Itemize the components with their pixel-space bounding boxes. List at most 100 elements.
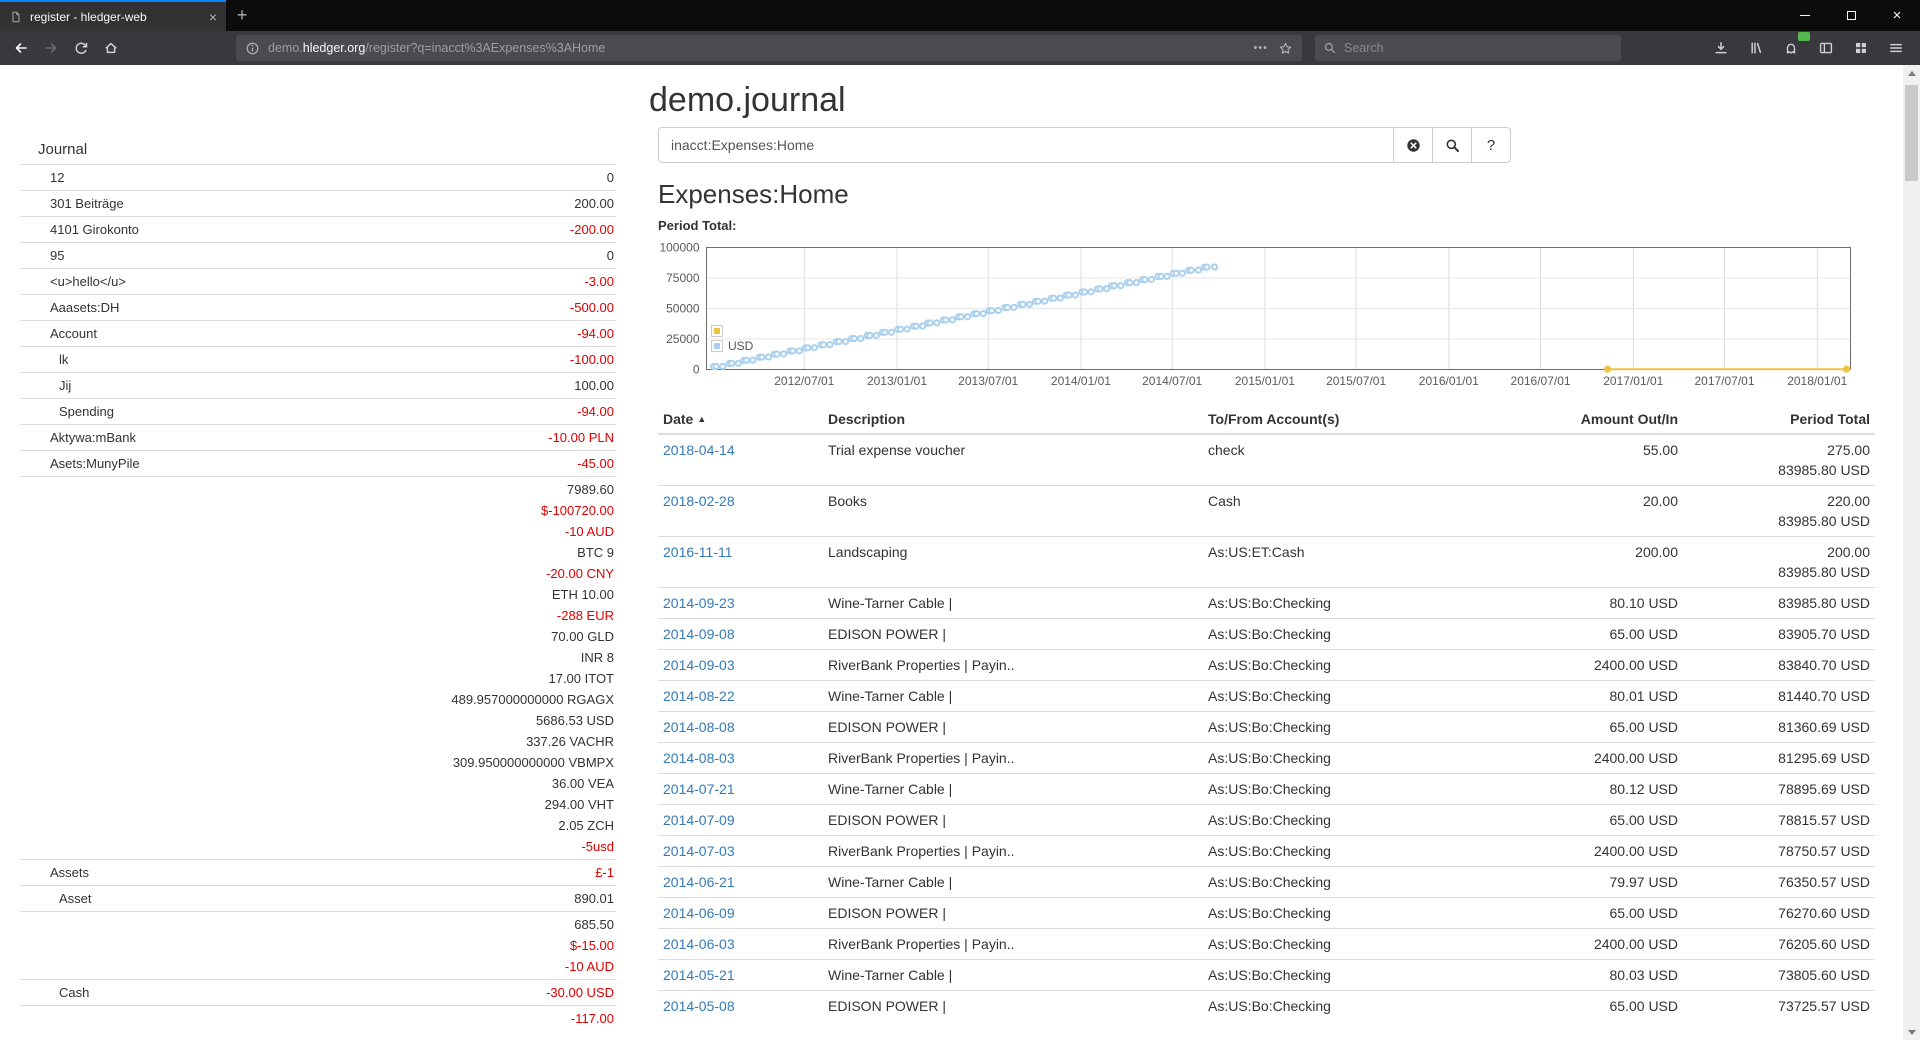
sidebar-account-link[interactable]: Aaasets:DH	[50, 300, 120, 315]
extension-button[interactable]	[1776, 32, 1810, 62]
balance-amount: $-15.00	[569, 938, 614, 953]
reload-button[interactable]	[66, 34, 96, 62]
register-period-total: 81440.70 USD	[1683, 680, 1875, 712]
sidebar-account-link[interactable]: lk	[59, 352, 69, 367]
period-total-amount: 76205.60 USD	[1778, 936, 1870, 952]
home-button[interactable]	[96, 34, 126, 62]
clear-query-button[interactable]	[1393, 127, 1433, 163]
register-date-link[interactable]: 2014-07-09	[663, 812, 735, 828]
sidebar-account-link[interactable]: 95	[50, 248, 65, 263]
sidebars-button[interactable]	[1811, 34, 1841, 62]
register-description: Landscaping	[823, 536, 1203, 588]
balance-amount: 200.00	[574, 196, 614, 211]
bookmark-star-icon[interactable]	[1278, 41, 1293, 56]
sidebar-account-row: 4101 Girokonto -200.00	[20, 216, 616, 243]
site-info-icon[interactable]	[245, 41, 260, 56]
register-date-link[interactable]: 2014-06-03	[663, 936, 735, 952]
register-amount: 20.00	[1503, 485, 1683, 537]
window-minimize-button[interactable]	[1782, 0, 1828, 31]
tab-close-icon[interactable]: ×	[208, 8, 217, 25]
search-query-button[interactable]	[1432, 127, 1472, 163]
register-description: EDISON POWER |	[823, 897, 1203, 929]
downloads-button[interactable]	[1706, 34, 1736, 62]
sidebar-account-link[interactable]: Asset	[59, 891, 92, 906]
register-row: 2014-08-08 EDISON POWER | As:US:Bo:Checkin…	[658, 711, 1875, 743]
register-date-link[interactable]: 2014-09-03	[663, 657, 735, 673]
new-tab-button[interactable]: +	[236, 5, 248, 25]
query-input[interactable]	[658, 127, 1394, 163]
legend-label: USD	[728, 338, 754, 353]
register-date-link[interactable]: 2014-07-03	[663, 843, 735, 859]
register-description: Books	[823, 485, 1203, 537]
window-close-button[interactable]: ×	[1892, 7, 1902, 24]
balance-amount: 489.957000000000 RGAGX	[451, 692, 614, 707]
register-amount: 79.97 USD	[1503, 866, 1683, 898]
register-date-link[interactable]: 2016-11-11	[663, 544, 733, 560]
sidebar-account-balance-cell: 200.00	[271, 190, 616, 217]
back-button[interactable]	[6, 34, 36, 62]
sidebar-account-link[interactable]: 4101 Girokonto	[50, 222, 139, 237]
scrollbar-thumb[interactable]	[1905, 85, 1918, 181]
browser-tab[interactable]: register - hledger-web ×	[0, 0, 226, 31]
register-account: As:US:Bo:Checking	[1203, 804, 1503, 836]
register-date-link[interactable]: 2018-04-14	[663, 442, 735, 458]
help-button[interactable]: ?	[1471, 127, 1511, 163]
column-header-amount: Amount Out/In	[1503, 405, 1683, 435]
sidebar-account-link[interactable]: 12	[50, 170, 65, 185]
register-row: 2014-07-21 Wine-Tarner Cable | As:US:Bo:Ch…	[658, 773, 1875, 805]
sidebar-account-link[interactable]: 301 Beiträge	[50, 196, 124, 211]
svg-text:2013/07/01: 2013/07/01	[958, 374, 1018, 388]
period-total-amount: 76350.57 USD	[1778, 874, 1870, 890]
sidebar-account-link[interactable]: Asets:MunyPile	[50, 456, 140, 471]
register-rows-body: 2018-04-14 Trial expense voucher check 55.0…	[658, 433, 1875, 1021]
register-row: 2014-07-09 EDISON POWER | As:US:Bo:Checkin…	[658, 804, 1875, 836]
url-bar[interactable]: demo.hledger.org/register?q=inacct%3AExp…	[236, 35, 1302, 61]
scroll-down-button[interactable]	[1903, 1024, 1920, 1040]
register-date-link[interactable]: 2014-06-21	[663, 874, 735, 890]
sidebar-account-row: <u>hello</u> -3.00	[20, 268, 616, 295]
register-date-link[interactable]: 2014-05-21	[663, 967, 735, 983]
svg-text:0: 0	[693, 363, 700, 377]
sidebar-account-link[interactable]: Assets	[50, 865, 90, 880]
register-row: 2016-11-11 Landscaping As:US:ET:Cash 200.00…	[658, 536, 1875, 588]
sidebar-account-link[interactable]: Jij	[59, 378, 72, 393]
period-total-amount: 78815.57 USD	[1778, 812, 1870, 828]
library-button[interactable]	[1741, 34, 1771, 62]
chart-legend-entry	[711, 323, 753, 338]
sidebar-account-link[interactable]: Account	[50, 326, 97, 341]
browser-search-field[interactable]: Search	[1315, 35, 1621, 61]
grid-button[interactable]	[1846, 34, 1876, 62]
register-account: As:US:Bo:Checking	[1203, 928, 1503, 960]
column-header-date[interactable]: Date ▲	[658, 405, 823, 435]
register-date-cell: 2014-05-21	[658, 959, 823, 991]
legend-swatch-color	[714, 342, 720, 349]
balance-amount: -288 EUR	[556, 608, 614, 623]
register-date-link[interactable]: 2014-07-21	[663, 781, 735, 797]
sidebar-account-link[interactable]: <u>hello</u>	[50, 274, 126, 289]
magnifier-icon	[1446, 139, 1459, 152]
register-date-link[interactable]: 2014-05-08	[663, 998, 735, 1014]
sidebar-account-link[interactable]: Cash	[59, 985, 90, 1000]
forward-button[interactable]	[36, 34, 66, 62]
register-date-link[interactable]: 2014-09-08	[663, 626, 735, 642]
sidebar-account-name-cell: Spending	[20, 398, 272, 425]
period-total-label: Period Total:	[658, 218, 737, 233]
sidebar-account-link[interactable]: Spending	[59, 404, 114, 419]
page-actions-icon[interactable]: •••	[1253, 42, 1268, 54]
register-date-cell: 2014-07-09	[658, 804, 823, 836]
sidebar-account-link[interactable]: Aktywa:mBank	[50, 430, 136, 445]
url-subdomain: demo.	[268, 41, 303, 55]
column-header-description: Description	[823, 405, 1203, 435]
triangle-down-icon	[1907, 1029, 1916, 1035]
scroll-up-button[interactable]	[1903, 65, 1920, 81]
register-date-link[interactable]: 2014-09-23	[663, 595, 735, 611]
register-date-link[interactable]: 2014-08-22	[663, 688, 735, 704]
register-date-link[interactable]: 2014-08-03	[663, 750, 735, 766]
register-date-link[interactable]: 2014-08-08	[663, 719, 735, 735]
sidebar-journal-link[interactable]: Journal	[38, 141, 88, 158]
register-date-link[interactable]: 2014-06-09	[663, 905, 735, 921]
register-date-link[interactable]: 2018-02-28	[663, 493, 735, 509]
balance-amount: -200.00	[569, 222, 614, 237]
window-maximize-button[interactable]	[1828, 0, 1874, 31]
menu-button[interactable]	[1881, 34, 1911, 62]
